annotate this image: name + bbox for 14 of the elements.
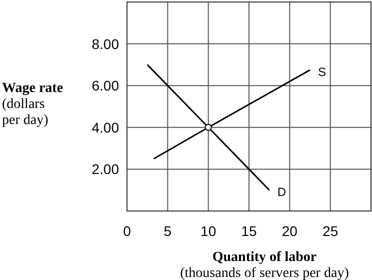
y-tick-label: 6.00: [92, 78, 120, 94]
y-axis-title: Wage rate (dollars per day): [2, 81, 64, 128]
x-tick-label: 20: [282, 223, 298, 239]
x-tick-label: 0: [123, 223, 132, 239]
x-tick-label: 10: [200, 223, 216, 239]
series-label: S: [318, 64, 326, 79]
series-label: D: [277, 185, 286, 200]
y-tick-label: 8.00: [92, 36, 120, 52]
x-tick-label: 25: [322, 223, 338, 239]
x-tick-label: 5: [164, 223, 172, 239]
y-tick-label: 2.00: [92, 161, 120, 178]
x-tick-label: 15: [241, 223, 257, 239]
y-tick-label: 4.00: [92, 119, 120, 136]
x-axis-title: Quantity of labor (thousands of servers per day): [180, 250, 350, 280]
